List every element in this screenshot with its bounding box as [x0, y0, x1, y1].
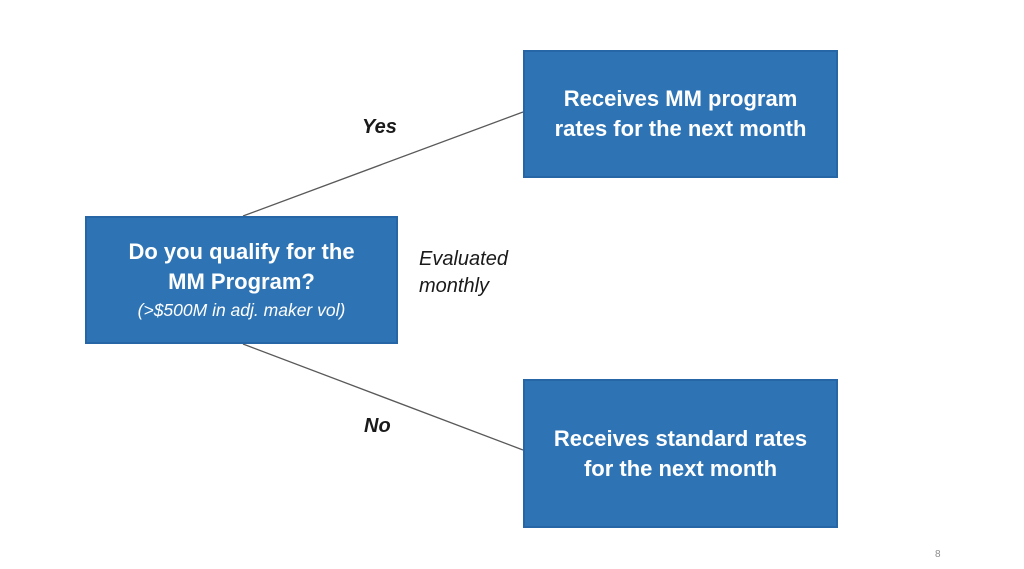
- decision-title-line1: Do you qualify for the: [128, 239, 355, 264]
- outcome-yes-label: Receives MM program rates for the next m…: [554, 86, 807, 141]
- decision-node: Do you qualify for the MM Program? (>$50…: [85, 216, 398, 344]
- decision-subtitle: (>$500M in adj. maker vol): [137, 300, 346, 320]
- page-number: 8: [935, 549, 941, 560]
- outcome-yes-node: Receives MM program rates for the next m…: [523, 50, 838, 178]
- decision-title-line2: MM Program?: [168, 269, 315, 294]
- evaluated-monthly-note: Evaluated monthly: [419, 248, 508, 297]
- yes-edge-label: Yes: [362, 116, 397, 138]
- no-edge-label: No: [364, 415, 391, 437]
- outcome-no-node: Receives standard rates for the next mon…: [523, 379, 838, 528]
- outcome-no-label: Receives standard rates for the next mon…: [553, 425, 808, 481]
